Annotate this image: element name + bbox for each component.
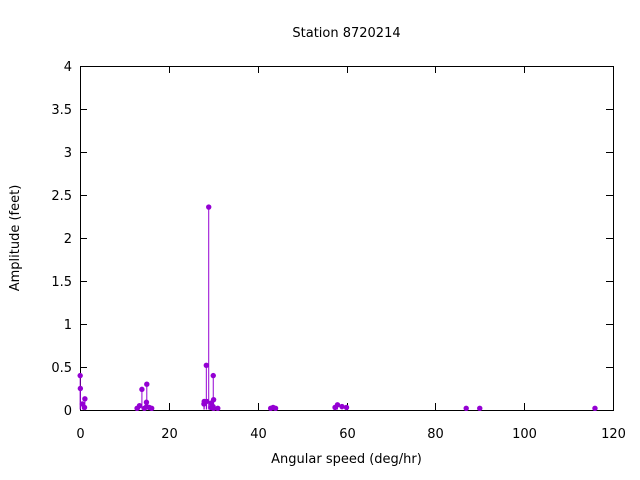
data-point xyxy=(81,404,88,411)
y-tick-label: 3 xyxy=(64,146,72,161)
y-tick-label: 1 xyxy=(64,318,72,333)
data-point xyxy=(148,405,155,411)
x-tick-label: 120 xyxy=(601,427,626,442)
x-tick-label: 0 xyxy=(76,427,84,442)
y-tick-label: 0 xyxy=(64,404,72,419)
data-point xyxy=(592,405,598,411)
x-tick-label: 20 xyxy=(161,427,178,442)
data-point xyxy=(210,405,217,411)
data-point xyxy=(272,405,279,411)
data-point xyxy=(339,403,345,410)
data-point xyxy=(343,404,350,411)
data-point xyxy=(477,405,483,411)
plot-border xyxy=(80,66,614,411)
data-point xyxy=(206,204,212,210)
data-point xyxy=(144,381,150,387)
data-point xyxy=(463,405,469,411)
data-point xyxy=(210,396,217,403)
y-axis-label: Amplitude (feet) xyxy=(8,184,23,292)
y-tick-label: 2.5 xyxy=(51,189,72,204)
data-point xyxy=(215,405,221,411)
data-point xyxy=(203,398,210,405)
data-point xyxy=(82,396,88,402)
y-tick-label: 3.5 xyxy=(51,103,72,118)
data-point xyxy=(77,372,83,379)
y-tick-label: 1.5 xyxy=(51,275,72,290)
data-point xyxy=(210,372,216,379)
data-point xyxy=(139,386,145,393)
data-point xyxy=(136,403,143,409)
data-point xyxy=(143,399,150,405)
y-tick-label: 2 xyxy=(64,232,72,247)
x-tick-label: 100 xyxy=(512,427,537,442)
x-tick-label: 80 xyxy=(427,427,444,442)
y-tick-label: 0.5 xyxy=(51,361,72,376)
data-point xyxy=(77,385,84,392)
x-axis-label: Angular speed (deg/hr) xyxy=(271,452,422,467)
x-tick-label: 60 xyxy=(339,427,356,442)
x-tick-label: 40 xyxy=(250,427,267,442)
chart-title: Station 8720214 xyxy=(292,26,401,41)
data-point xyxy=(334,402,341,408)
data-point xyxy=(203,362,210,368)
y-tick-label: 4 xyxy=(64,60,72,75)
